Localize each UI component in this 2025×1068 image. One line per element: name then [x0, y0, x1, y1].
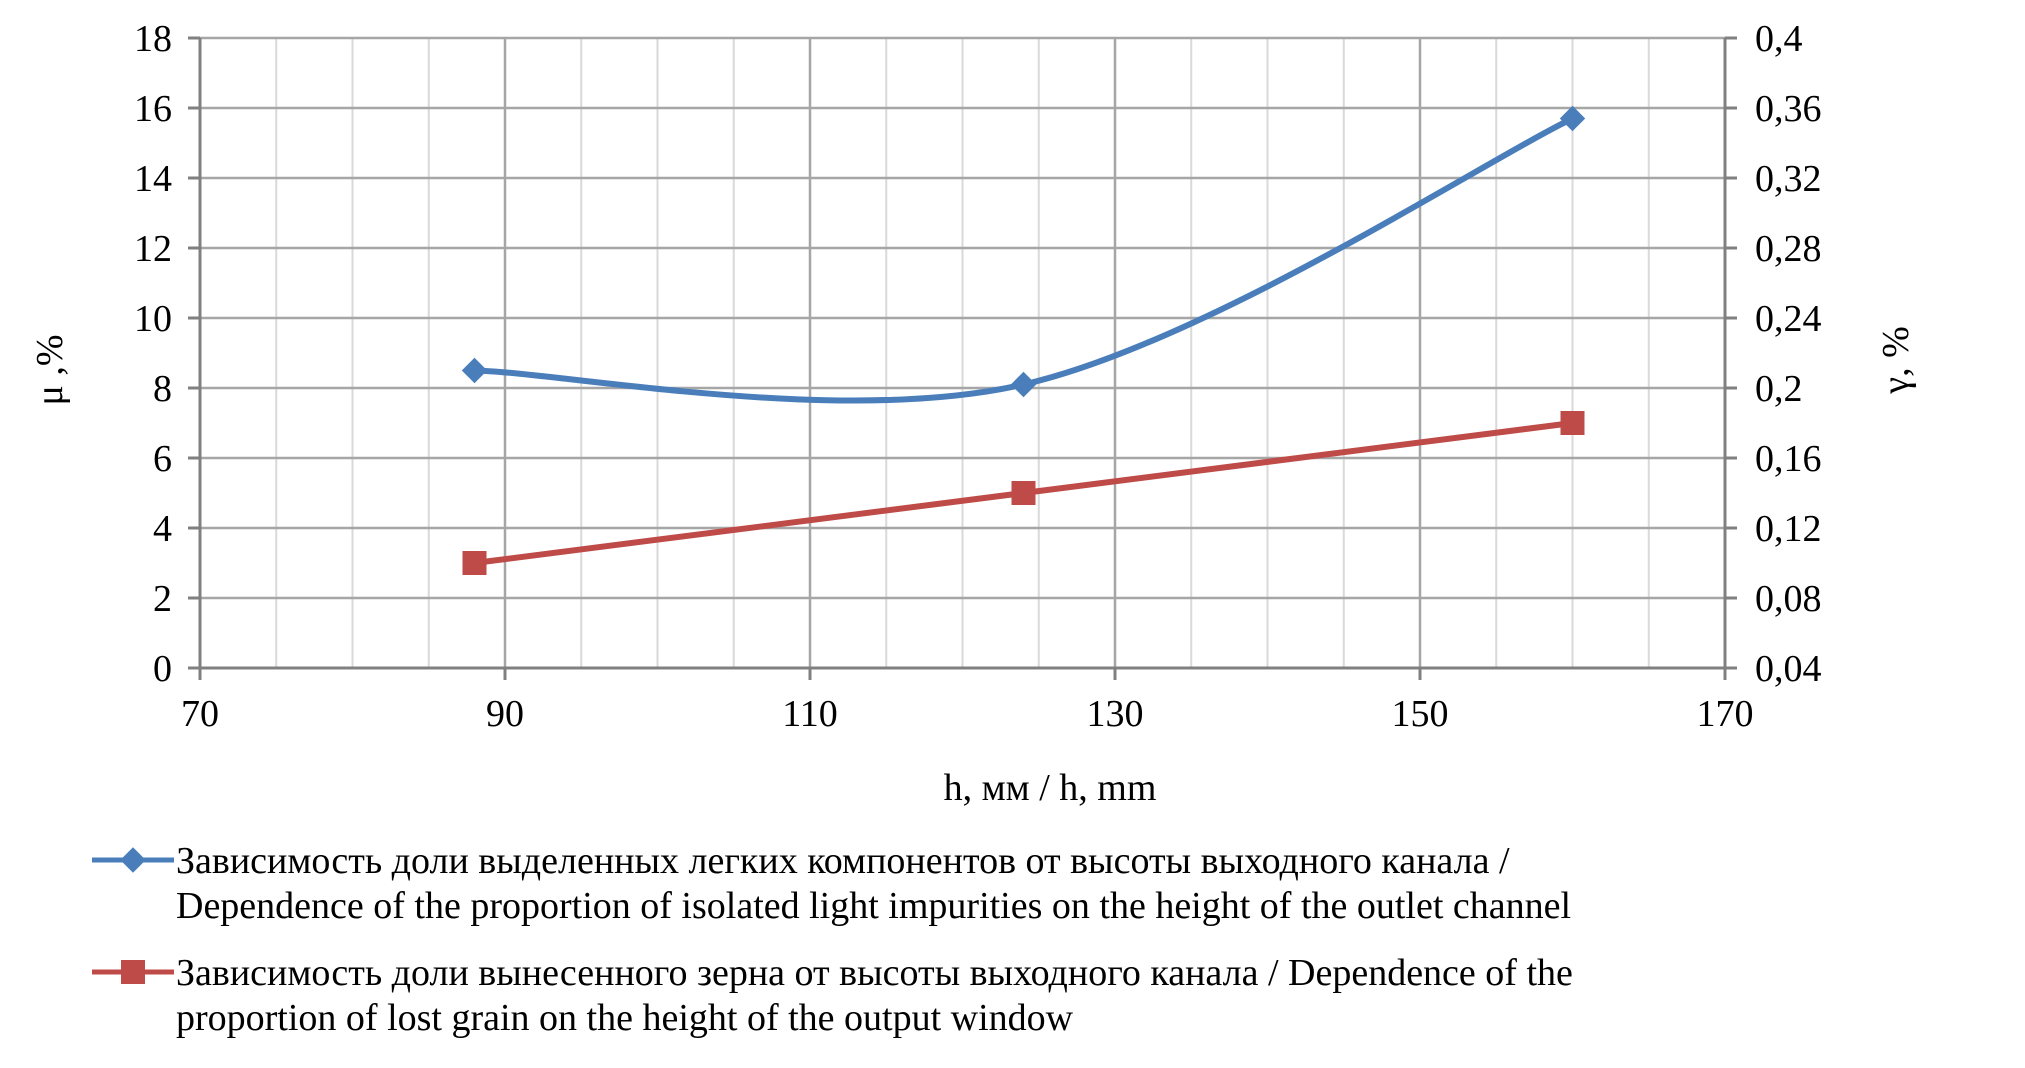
series-markers: [461, 105, 1586, 575]
x-axis-tick-label: 110: [782, 693, 838, 735]
legend-label-lost-grain-line2: proportion of lost grain on the height o…: [176, 997, 1074, 1039]
y-right-axis-tick-label: 0,16: [1755, 438, 1822, 480]
y-left-axis-tick-label: 8: [153, 368, 172, 410]
legend-label-light-impurities-line2: Dependence of the proportion of isolated…: [176, 885, 1571, 927]
x-axis-tick-labels: 70 90 110 130 150 170: [181, 693, 1754, 735]
x-axis-tick-label: 170: [1697, 693, 1754, 735]
x-axis-tick-label: 130: [1087, 693, 1144, 735]
legend-item-lost-grain: Зависимость доли вынесенного зерна от вы…: [92, 952, 1573, 1039]
legend: Зависимость доли выделенных легких компо…: [92, 840, 1573, 1039]
y-right-axis-tick-label: 0,04: [1755, 648, 1822, 690]
y-left-axis-tick-label: 14: [134, 158, 172, 200]
x-axis-label: h, мм / h, mm: [944, 767, 1157, 809]
legend-label-lost-grain-line1: Зависимость доли вынесенного зерна от вы…: [176, 952, 1573, 994]
y-left-axis-tick-labels: 0 2 4 6 8 10 12 14 16 18: [134, 18, 172, 690]
y-right-axis-tick-label: 0,2: [1755, 368, 1803, 410]
y-left-axis-tick-label: 0: [153, 648, 172, 690]
data-point-diamond: [1559, 105, 1586, 132]
y-right-axis-tick-label: 0,32: [1755, 158, 1822, 200]
y-left-axis-tick-label: 12: [134, 228, 172, 270]
y-left-axis-tick-label: 4: [153, 508, 172, 550]
y-right-axis-tick-label: 0,12: [1755, 508, 1822, 550]
y-right-axis-tick-label: 0,36: [1755, 88, 1822, 130]
y-left-axis-label: μ ,%: [29, 334, 71, 405]
y-right-axis-tick-labels: 0,04 0,08 0,12 0,16 0,2 0,24 0,28 0,32 0,36 0,4: [1755, 18, 1822, 690]
x-axis-tick-label: 70: [181, 693, 219, 735]
minor-gridlines: [275, 38, 1650, 668]
y-left-axis-tick-label: 10: [134, 298, 172, 340]
y-right-axis-tick-label: 0,24: [1755, 298, 1822, 340]
series-line-0: [474, 115, 1574, 404]
data-point-diamond: [461, 357, 488, 384]
y-right-axis-label: γ, %: [1875, 326, 1917, 394]
legend-diamond-marker-icon: [120, 847, 146, 873]
y-right-axis-tick-label: 0,28: [1755, 228, 1822, 270]
data-point-square: [1560, 411, 1585, 435]
axes: [188, 36, 1737, 680]
y-left-axis-tick-label: 6: [153, 438, 172, 480]
x-axis-tick-label: 150: [1392, 693, 1449, 735]
y-left-axis-tick-label: 2: [153, 578, 172, 620]
data-point-square: [462, 551, 487, 575]
y-right-axis-tick-label: 0,4: [1755, 18, 1803, 60]
data-point-square: [1011, 481, 1036, 505]
legend-item-light-impurities: Зависимость доли выделенных легких компо…: [92, 840, 1571, 927]
data-point-diamond: [1010, 371, 1037, 398]
y-left-axis-tick-label: 16: [134, 88, 172, 130]
legend-square-marker-icon: [121, 960, 145, 984]
x-axis-tick-label: 90: [486, 693, 524, 735]
y-right-axis-tick-label: 0,08: [1755, 578, 1822, 620]
y-left-axis-tick-label: 18: [134, 18, 172, 60]
legend-label-light-impurities-line1: Зависимость доли выделенных легких компо…: [176, 840, 1510, 882]
